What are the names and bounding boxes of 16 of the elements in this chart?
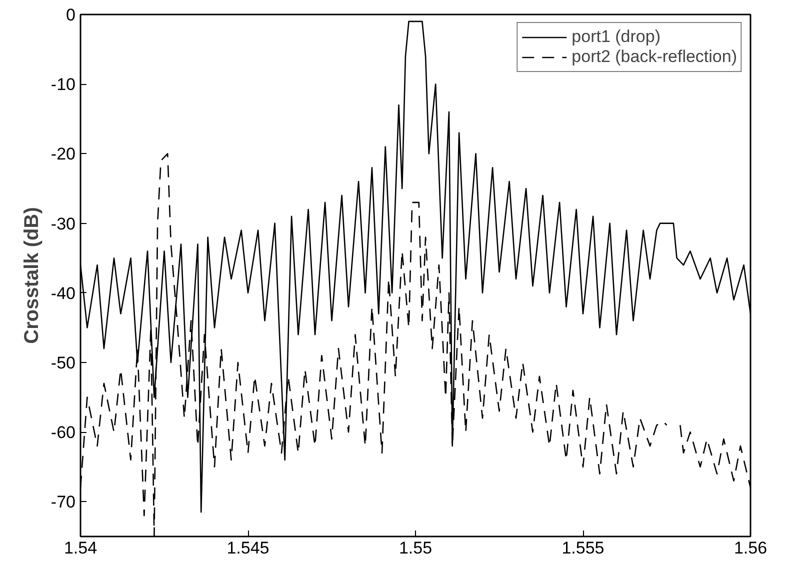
y-tick-label: -10 <box>50 75 76 94</box>
x-tick-label: 1.545 <box>226 538 270 558</box>
y-tick-label: -20 <box>50 144 76 164</box>
legend-label: port2 (back-reflection) <box>572 47 737 67</box>
x-tick-label: 1.54 <box>64 538 98 558</box>
x-tick-label: 1.555 <box>562 538 604 558</box>
legend-label: port1 (drop) <box>572 27 660 47</box>
y-tick-label: -50 <box>50 354 76 372</box>
y-tick-label: -40 <box>50 284 76 303</box>
y-tick-label: -60 <box>50 423 76 442</box>
y-tick-label: -70 <box>50 492 76 512</box>
x-tick-label: 1.55 <box>398 538 432 558</box>
y-tick-label: -30 <box>50 214 76 234</box>
y-tick-label: 0 <box>66 6 76 24</box>
y-axis-title: Crosstalk (dB) <box>20 207 43 344</box>
x-tick-label: 1.56 <box>734 538 768 558</box>
